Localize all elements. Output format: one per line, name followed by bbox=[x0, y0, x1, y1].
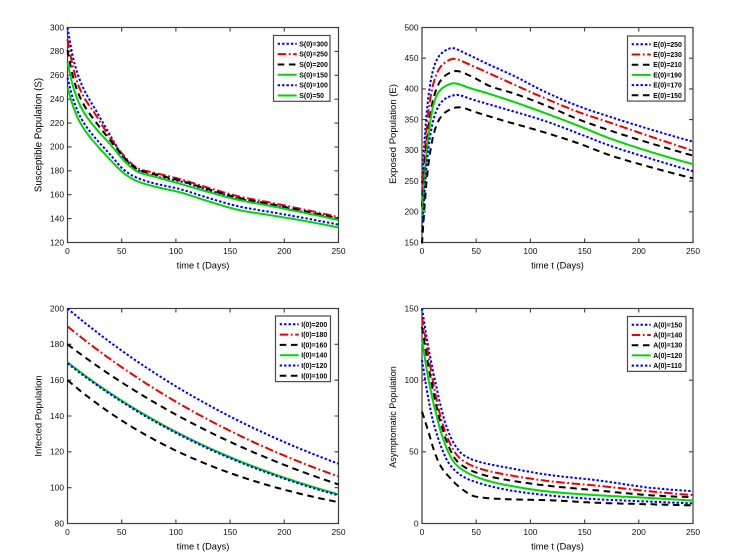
svg-text:I(0)=160: I(0)=160 bbox=[301, 342, 327, 349]
svg-text:E(0)=150: E(0)=150 bbox=[653, 93, 682, 100]
svg-text:400: 400 bbox=[405, 84, 419, 94]
svg-text:250: 250 bbox=[686, 527, 700, 537]
svg-text:0: 0 bbox=[420, 246, 425, 256]
svg-text:150: 150 bbox=[578, 246, 592, 256]
svg-text:160: 160 bbox=[50, 375, 64, 385]
svg-text:260: 260 bbox=[50, 70, 64, 80]
svg-text:160: 160 bbox=[50, 190, 64, 200]
svg-text:120: 120 bbox=[50, 237, 64, 247]
svg-text:240: 240 bbox=[50, 94, 64, 104]
svg-text:150: 150 bbox=[405, 237, 419, 247]
svg-text:I(0)=100: I(0)=100 bbox=[301, 373, 327, 380]
svg-text:E(0)=210: E(0)=210 bbox=[653, 62, 682, 69]
svg-text:350: 350 bbox=[405, 114, 419, 124]
svg-text:220: 220 bbox=[50, 118, 64, 128]
svg-text:Asymptomatic Population: Asymptomatic Population bbox=[388, 366, 398, 468]
svg-text:0: 0 bbox=[420, 527, 425, 537]
svg-text:50: 50 bbox=[117, 527, 127, 537]
svg-text:time t (Days): time t (Days) bbox=[177, 261, 230, 271]
svg-text:E(0)=250: E(0)=250 bbox=[653, 42, 682, 49]
svg-text:100: 100 bbox=[405, 375, 419, 385]
svg-text:140: 140 bbox=[50, 213, 64, 223]
svg-text:250: 250 bbox=[405, 176, 419, 186]
svg-text:50: 50 bbox=[117, 246, 127, 256]
svg-text:100: 100 bbox=[50, 483, 64, 493]
svg-text:A(0)=120: A(0)=120 bbox=[653, 353, 682, 360]
svg-text:0: 0 bbox=[65, 246, 70, 256]
svg-text:450: 450 bbox=[405, 53, 419, 63]
svg-text:time t (Days): time t (Days) bbox=[177, 542, 230, 552]
svg-text:300: 300 bbox=[50, 22, 64, 32]
svg-text:A(0)=130: A(0)=130 bbox=[653, 343, 682, 350]
svg-text:I(0)=200: I(0)=200 bbox=[301, 322, 327, 329]
svg-text:200: 200 bbox=[50, 303, 64, 313]
svg-text:Susceptible Population (S): Susceptible Population (S) bbox=[34, 78, 45, 192]
svg-text:180: 180 bbox=[50, 339, 64, 349]
svg-text:50: 50 bbox=[409, 447, 419, 457]
svg-text:time t (Days): time t (Days) bbox=[531, 542, 584, 552]
svg-text:S(0)=300: S(0)=300 bbox=[299, 41, 328, 48]
svg-text:S(0)=200: S(0)=200 bbox=[299, 62, 328, 69]
svg-text:100: 100 bbox=[169, 527, 183, 537]
svg-text:140: 140 bbox=[50, 411, 64, 421]
svg-text:I(0)=180: I(0)=180 bbox=[301, 332, 327, 339]
svg-text:500: 500 bbox=[405, 22, 419, 32]
svg-text:100: 100 bbox=[523, 527, 537, 537]
svg-text:S(0)=250: S(0)=250 bbox=[299, 52, 328, 59]
svg-text:E(0)=230: E(0)=230 bbox=[653, 52, 682, 59]
svg-text:200: 200 bbox=[50, 142, 64, 152]
svg-text:250: 250 bbox=[686, 246, 700, 256]
svg-text:S(0)=50: S(0)=50 bbox=[299, 93, 324, 100]
svg-text:time t (Days): time t (Days) bbox=[531, 261, 584, 271]
svg-text:50: 50 bbox=[472, 527, 482, 537]
svg-text:200: 200 bbox=[632, 246, 646, 256]
svg-text:A(0)=110: A(0)=110 bbox=[653, 363, 682, 370]
svg-text:50: 50 bbox=[472, 246, 482, 256]
svg-text:250: 250 bbox=[332, 246, 346, 256]
svg-text:150: 150 bbox=[223, 246, 237, 256]
svg-text:I(0)=140: I(0)=140 bbox=[301, 353, 327, 360]
svg-text:100: 100 bbox=[523, 246, 537, 256]
svg-text:A(0)=150: A(0)=150 bbox=[653, 322, 682, 329]
svg-text:150: 150 bbox=[223, 527, 237, 537]
svg-text:S(0)=100: S(0)=100 bbox=[299, 83, 328, 90]
svg-text:0: 0 bbox=[65, 527, 70, 537]
svg-text:E(0)=190: E(0)=190 bbox=[653, 72, 682, 79]
svg-text:250: 250 bbox=[332, 527, 346, 537]
svg-text:120: 120 bbox=[50, 447, 64, 457]
svg-text:A(0)=140: A(0)=140 bbox=[653, 333, 682, 340]
svg-text:E(0)=170: E(0)=170 bbox=[653, 83, 682, 90]
svg-text:0: 0 bbox=[414, 518, 419, 528]
svg-text:150: 150 bbox=[578, 527, 592, 537]
svg-text:80: 80 bbox=[55, 518, 65, 528]
svg-text:200: 200 bbox=[405, 207, 419, 217]
svg-text:200: 200 bbox=[277, 246, 291, 256]
svg-text:Infected Population: Infected Population bbox=[34, 375, 45, 456]
svg-text:Exposed Population (E): Exposed Population (E) bbox=[388, 84, 399, 184]
svg-text:280: 280 bbox=[50, 46, 64, 56]
svg-text:S(0)=150: S(0)=150 bbox=[299, 72, 328, 79]
svg-text:180: 180 bbox=[50, 166, 64, 176]
svg-text:200: 200 bbox=[277, 527, 291, 537]
svg-text:300: 300 bbox=[405, 145, 419, 155]
svg-text:I(0)=120: I(0)=120 bbox=[301, 363, 327, 370]
svg-text:150: 150 bbox=[405, 303, 419, 313]
svg-text:100: 100 bbox=[169, 246, 183, 256]
svg-text:200: 200 bbox=[632, 527, 646, 537]
